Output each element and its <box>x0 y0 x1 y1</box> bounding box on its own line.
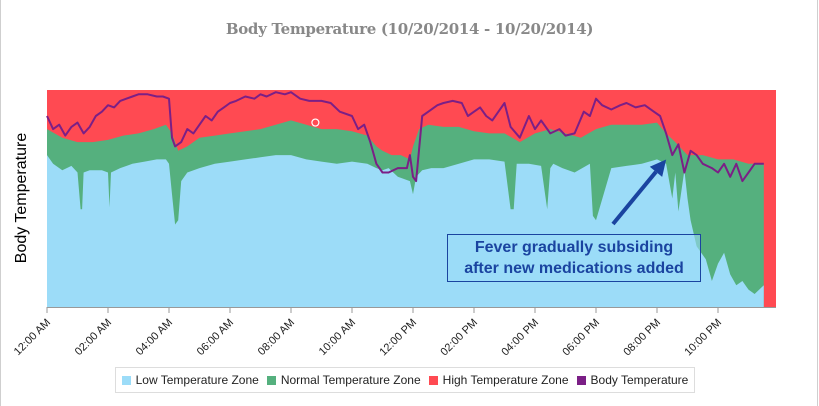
x-tick-label: 06:00 PM <box>560 317 602 359</box>
legend: Low Temperature Zone Normal Temperature … <box>115 367 695 393</box>
frame-border-right <box>817 0 818 406</box>
x-tick-label: 02:00 PM <box>438 317 480 359</box>
x-tick-label: 02:00 AM <box>73 317 114 358</box>
line-layer <box>46 91 764 183</box>
x-tick-label: 04:00 PM <box>499 317 541 359</box>
x-tick-label: 12:00 AM <box>12 317 53 358</box>
legend-label-low-zone: Low Temperature Zone <box>135 373 259 387</box>
legend-swatch-high-zone <box>428 375 438 385</box>
x-tick-label: 08:00 PM <box>621 317 663 359</box>
legend-item-low-zone[interactable]: Low Temperature Zone <box>121 373 259 387</box>
x-tick-label: 10:00 AM <box>317 317 358 358</box>
legend-label-high-zone: High Temperature Zone <box>442 373 569 387</box>
annotation-box: Fever gradually subsiding after new medi… <box>447 234 701 282</box>
frame-border-left <box>0 0 1 406</box>
legend-item-high-zone[interactable]: High Temperature Zone <box>428 373 569 387</box>
x-tick-label: 12:00 PM <box>377 317 419 359</box>
hover-marker[interactable] <box>311 118 320 127</box>
legend-label-normal-zone: Normal Temperature Zone <box>280 373 421 387</box>
legend-swatch-low-zone <box>121 375 131 385</box>
legend-item-body-temperature[interactable]: Body Temperature <box>576 373 689 387</box>
x-tick-label: 08:00 AM <box>256 317 297 358</box>
annotation-line-2: after new medications added <box>464 260 684 277</box>
annotation-arrow-head <box>649 159 667 177</box>
x-tick-label: 10:00 PM <box>682 317 724 359</box>
x-tick-label: 04:00 AM <box>134 317 175 358</box>
chart-title: Body Temperature (10/20/2014 - 10/20/201… <box>225 20 594 38</box>
body-temperature-line <box>46 91 764 183</box>
x-tick-label: 06:00 AM <box>195 317 236 358</box>
legend-swatch-normal-zone <box>266 375 276 385</box>
legend-label-body-temperature: Body Temperature <box>590 373 689 387</box>
annotation-arrow-group <box>611 159 667 226</box>
x-axis: 12:00 AM 02:00 AM 04:00 AM 06:00 AM 08:00 AM… <box>12 307 776 358</box>
legend-swatch-body-temperature <box>576 375 586 385</box>
legend-item-normal-zone[interactable]: Normal Temperature Zone <box>266 373 421 387</box>
annotation-arrow-shaft <box>611 170 658 226</box>
annotation-line-1: Fever gradually subsiding <box>474 239 674 256</box>
